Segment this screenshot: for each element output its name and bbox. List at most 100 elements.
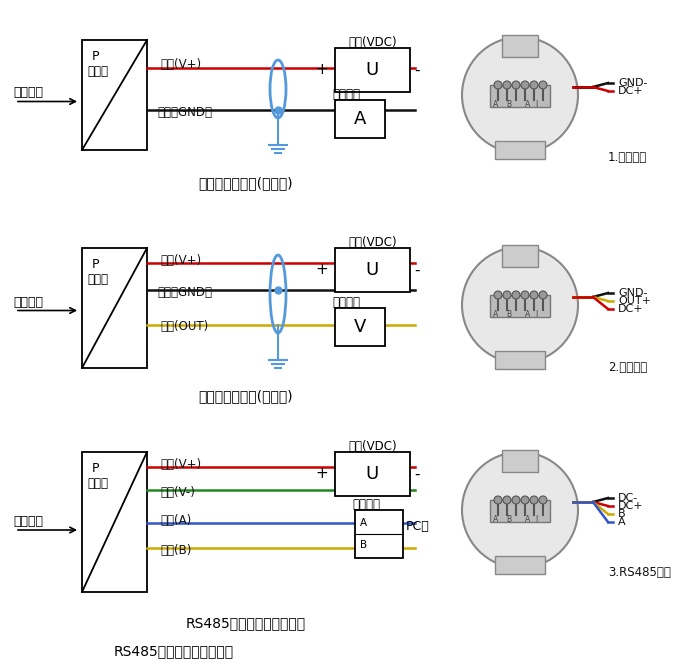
Text: A: A [354, 110, 366, 128]
Text: I: I [535, 100, 537, 109]
Text: A: A [493, 310, 498, 319]
Circle shape [539, 496, 547, 504]
Text: 液位输入: 液位输入 [13, 515, 43, 528]
Bar [502, 450, 538, 472]
Bar [82, 248, 147, 368]
Circle shape [512, 291, 520, 299]
Text: A: A [525, 310, 531, 319]
Bar [502, 245, 538, 267]
Text: V: V [354, 318, 366, 336]
Text: 采集设备: 采集设备 [352, 498, 380, 511]
Text: +: + [315, 62, 328, 77]
Circle shape [530, 291, 538, 299]
Text: A: A [525, 515, 531, 524]
Bar [335, 308, 385, 346]
Text: U: U [366, 465, 379, 483]
Text: 黑线（GND）: 黑线（GND） [157, 286, 212, 298]
Text: DC+: DC+ [618, 86, 643, 96]
Bar [490, 500, 550, 522]
Circle shape [462, 37, 578, 153]
Text: P: P [92, 50, 99, 63]
Text: 电流输出接线图(两线制): 电流输出接线图(两线制) [198, 176, 294, 190]
Text: DC+: DC+ [618, 501, 643, 511]
Text: I: I [535, 310, 537, 319]
Text: 电源(VDC): 电源(VDC) [348, 236, 397, 249]
Text: RS485数字信号输出接线图: RS485数字信号输出接线图 [113, 644, 234, 658]
Text: 红线(V+): 红线(V+) [160, 253, 201, 267]
Text: GND-: GND- [618, 288, 648, 298]
Text: +: + [315, 263, 328, 278]
Text: A: A [493, 100, 498, 109]
Text: B: B [618, 509, 625, 519]
Circle shape [494, 496, 502, 504]
Text: A: A [493, 515, 498, 524]
Text: 液位输入: 液位输入 [13, 87, 43, 99]
Text: 黑线（GND）: 黑线（GND） [157, 106, 212, 118]
Text: 采集设备: 采集设备 [332, 296, 360, 309]
Text: 黄线(B): 黄线(B) [160, 544, 192, 556]
Circle shape [462, 452, 578, 568]
Text: P: P [92, 258, 99, 271]
Bar [335, 100, 385, 138]
Text: B: B [360, 540, 367, 550]
Text: B: B [507, 100, 511, 109]
Text: 电源(VDC): 电源(VDC) [348, 36, 397, 49]
Circle shape [494, 291, 502, 299]
Text: 2.电压输出: 2.电压输出 [608, 361, 648, 374]
Bar [495, 141, 545, 159]
Text: 红线(V+): 红线(V+) [160, 458, 201, 470]
Circle shape [521, 291, 529, 299]
Circle shape [539, 291, 547, 299]
Bar [490, 295, 550, 317]
Text: 红线(V+): 红线(V+) [160, 58, 201, 71]
Circle shape [539, 81, 547, 89]
Circle shape [494, 81, 502, 89]
Text: 绿线(V-): 绿线(V-) [160, 485, 195, 499]
Text: A: A [525, 100, 531, 109]
Circle shape [530, 81, 538, 89]
Text: U: U [366, 61, 379, 79]
Bar [495, 351, 545, 369]
Text: 电压输出接线图(三线制): 电压输出接线图(三线制) [198, 389, 294, 403]
Circle shape [530, 496, 538, 504]
Bar [82, 40, 147, 150]
Text: U: U [366, 261, 379, 279]
Bar [355, 510, 403, 558]
Circle shape [503, 291, 511, 299]
Text: B: B [507, 310, 511, 319]
Text: B: B [507, 515, 511, 524]
Text: GND-: GND- [618, 78, 648, 88]
Text: PC机: PC机 [406, 519, 430, 532]
Text: 液位输入: 液位输入 [13, 296, 43, 308]
Text: -: - [414, 62, 419, 77]
Text: A: A [618, 517, 625, 527]
Text: -: - [414, 466, 419, 482]
Circle shape [512, 496, 520, 504]
Text: OUT+: OUT+ [618, 296, 651, 306]
Text: 电源(VDC): 电源(VDC) [348, 440, 397, 453]
Text: I: I [535, 515, 537, 524]
Text: DC+: DC+ [618, 304, 643, 314]
Circle shape [503, 496, 511, 504]
Circle shape [503, 81, 511, 89]
Text: -: - [414, 263, 419, 278]
Text: P: P [92, 462, 99, 475]
Text: 变送器: 变送器 [87, 65, 108, 78]
Text: DC-: DC- [618, 493, 638, 503]
Bar [490, 85, 550, 107]
Circle shape [512, 81, 520, 89]
Text: 黄线(OUT): 黄线(OUT) [160, 321, 208, 333]
Circle shape [521, 81, 529, 89]
Bar [495, 556, 545, 574]
Text: 采集设备: 采集设备 [332, 88, 360, 101]
Bar [335, 452, 410, 496]
Circle shape [521, 496, 529, 504]
Text: 蓝线(A): 蓝线(A) [160, 513, 192, 526]
Text: RS485数字信号输出接线图: RS485数字信号输出接线图 [186, 616, 306, 630]
Circle shape [462, 247, 578, 363]
Text: 变送器: 变送器 [87, 477, 108, 490]
Bar [502, 35, 538, 57]
Bar [82, 452, 147, 592]
Bar [335, 48, 410, 92]
Text: 变送器: 变送器 [87, 273, 108, 286]
